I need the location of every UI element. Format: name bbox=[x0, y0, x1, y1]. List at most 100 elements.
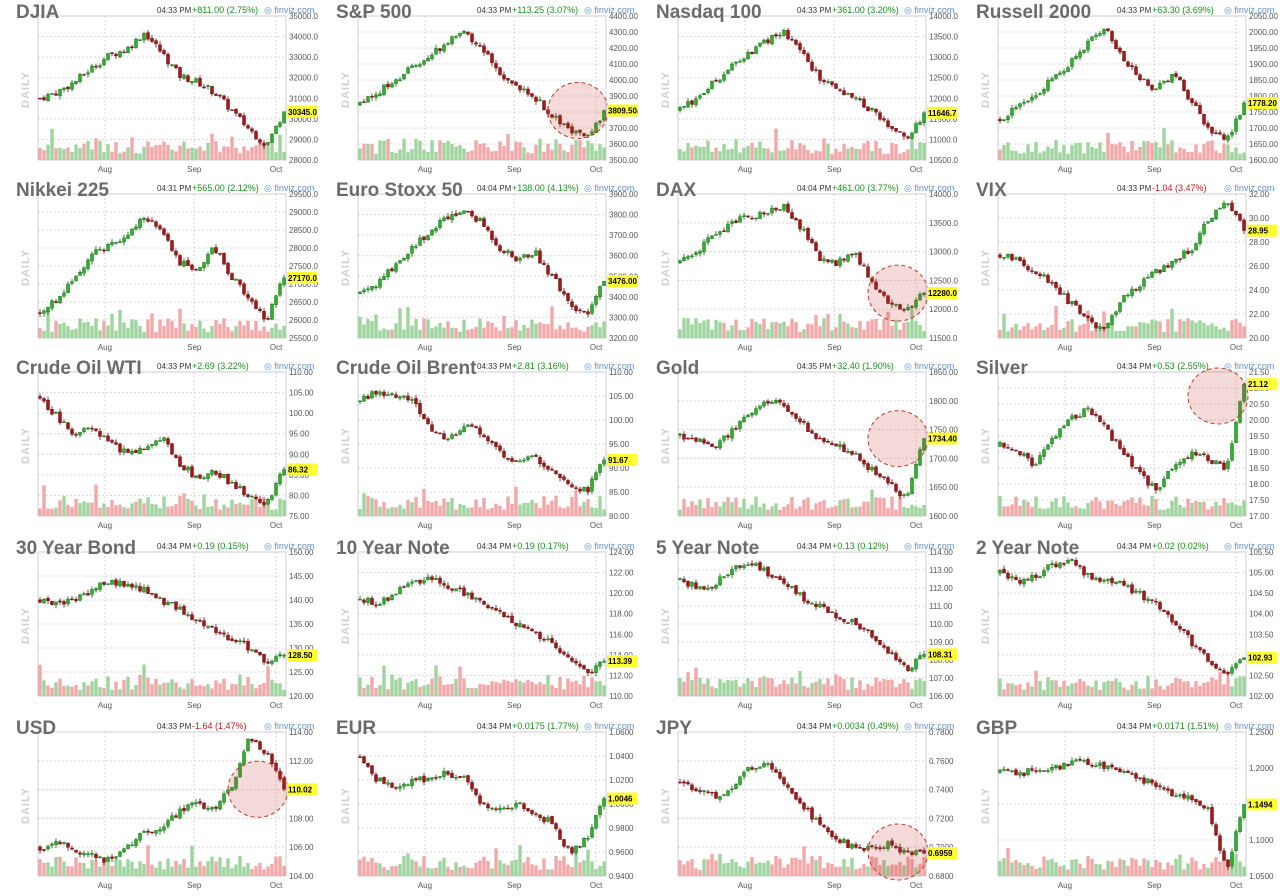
volume-bar bbox=[282, 499, 286, 516]
brand-link[interactable]: ◎ finviz.com bbox=[584, 183, 635, 193]
volume-bar bbox=[806, 149, 810, 160]
volume-bar bbox=[1202, 143, 1206, 160]
chart-panel[interactable]: 1.0600 1.0400 1.0200 1.0000 0.9800 0.9600 0.94… bbox=[320, 716, 638, 894]
brand-link[interactable]: ◎ finviz.com bbox=[584, 5, 635, 15]
volume-bar bbox=[386, 689, 390, 696]
chart-panel[interactable]: 2050.00 2000.00 1950.00 1900.00 1850.00 1800.… bbox=[960, 0, 1278, 178]
candle-body bbox=[254, 496, 258, 500]
candle-body bbox=[806, 228, 810, 240]
volume-bar bbox=[678, 148, 682, 160]
chart-panel[interactable]: 110.00105.00100.0095.0090.0085.0080.0075… bbox=[0, 356, 318, 534]
candle-body bbox=[698, 586, 702, 589]
candle-body bbox=[358, 102, 362, 106]
volume-bar bbox=[586, 140, 590, 160]
candle-body bbox=[690, 437, 694, 440]
candle-body bbox=[226, 263, 230, 274]
price-change: +0.53 (2.55%) bbox=[1152, 361, 1209, 371]
chart-panel[interactable]: 3900.003800.003700.003600.003500.003400.… bbox=[320, 178, 638, 356]
brand-link[interactable]: ◎ finviz.com bbox=[904, 183, 955, 193]
volume-bar bbox=[210, 133, 214, 160]
chart-panel[interactable]: 32.00 30.00 28.00 26.00 24.00 22.00 20.00 Aug Se… bbox=[960, 178, 1278, 356]
candle-body bbox=[1214, 664, 1218, 669]
candle-body bbox=[786, 584, 790, 587]
volume-bar bbox=[1146, 860, 1150, 876]
volume-bar bbox=[1190, 502, 1194, 516]
volume-bar bbox=[914, 679, 918, 696]
chart-panel[interactable]: 35000.0 34000.0 33000.0 32000.0 31000.0 30000… bbox=[0, 0, 318, 178]
volume-bar bbox=[770, 864, 774, 876]
volume-bar bbox=[94, 678, 98, 696]
candle-body bbox=[1206, 455, 1210, 461]
volume-bar bbox=[1042, 508, 1046, 516]
candle-body bbox=[1190, 634, 1194, 647]
chart-panel[interactable]: 21.5021.0020.5020.0019.5019.0018.5018.00… bbox=[960, 356, 1278, 534]
volume-bar bbox=[1074, 506, 1078, 516]
volume-bar bbox=[418, 687, 422, 696]
brand-link[interactable]: ◎ finviz.com bbox=[904, 5, 955, 15]
brand-link[interactable]: ◎ finviz.com bbox=[264, 183, 315, 193]
volume-bar bbox=[166, 682, 170, 696]
brand-link[interactable]: ◎ finviz.com bbox=[1224, 361, 1275, 371]
volume-bar bbox=[1002, 313, 1006, 338]
chart-panel[interactable]: 0.78000.76000.74000.72000.70000.6800AugS… bbox=[640, 716, 958, 894]
chart-panel[interactable]: 114.00112.00110.00108.00106.00104.00AugS… bbox=[0, 716, 318, 894]
volume-bar bbox=[518, 142, 522, 160]
candle-body bbox=[1038, 273, 1042, 277]
chart-panel[interactable]: 150.00 145.00 140.00 135.00 130.00 125.00 120.… bbox=[0, 536, 318, 714]
brand-link[interactable]: ◎ finviz.com bbox=[904, 361, 955, 371]
candle-body bbox=[1186, 250, 1190, 254]
brand-link[interactable]: ◎ finviz.com bbox=[1224, 183, 1275, 193]
candle-body bbox=[506, 78, 510, 81]
volume-bar bbox=[74, 685, 78, 696]
candle-body bbox=[378, 391, 382, 395]
chart-title: Nikkei 225 bbox=[16, 180, 109, 201]
volume-bar bbox=[1154, 141, 1158, 160]
candle-body bbox=[998, 569, 1002, 574]
candle-body bbox=[1162, 80, 1166, 83]
chart-panel[interactable]: 14000.0 13500.0 13000.0 12500.0 12000.0 11500… bbox=[640, 178, 958, 356]
candle-body bbox=[1070, 301, 1074, 305]
candle-body bbox=[366, 96, 370, 103]
chart-panel[interactable]: 124.00122.00120.00118.00116.00114.00112.… bbox=[320, 536, 638, 714]
volume-bar bbox=[1150, 319, 1154, 338]
candle-body bbox=[1186, 630, 1190, 635]
chart-panel[interactable]: 105.50105.00104.50104.00103.50103.00102.… bbox=[960, 536, 1278, 714]
brand-link[interactable]: ◎ finviz.com bbox=[1224, 5, 1275, 15]
chart-panel[interactable]: 1.25001.20001.15001.10001.0500AugSepOct1… bbox=[960, 716, 1278, 894]
chart-panel[interactable]: 29500.0 29000.0 28500.0 28000.0 27500.0 27000… bbox=[0, 178, 318, 356]
brand-link[interactable]: ◎ finviz.com bbox=[264, 721, 315, 731]
brand-link[interactable]: ◎ finviz.com bbox=[264, 5, 315, 15]
chart-panel[interactable]: 114.00 113.00 112.00 111.00 110.00 109.00 108.… bbox=[640, 536, 958, 714]
volume-bar bbox=[1090, 146, 1094, 160]
brand-link[interactable]: ◎ finviz.com bbox=[904, 721, 955, 731]
volume-bar bbox=[1118, 682, 1122, 696]
volume-bar bbox=[438, 861, 442, 876]
chart-panel[interactable]: 110.00 105.00 100.00 95.00 90.00 85.00 80.00 Au… bbox=[320, 356, 638, 534]
brand-link[interactable]: ◎ finviz.com bbox=[584, 361, 635, 371]
brand-link[interactable]: ◎ finviz.com bbox=[584, 541, 635, 551]
candle-body bbox=[882, 291, 886, 296]
candle-body bbox=[834, 612, 838, 619]
volume-bar bbox=[1030, 151, 1034, 160]
y-tick-label: 114.00 bbox=[289, 728, 313, 737]
volume-bar bbox=[894, 144, 898, 160]
brand-link[interactable]: ◎ finviz.com bbox=[584, 721, 635, 731]
chart-panel[interactable]: 14000.0 13500.0 13000.0 12500.0 12000.0 11500… bbox=[640, 0, 958, 178]
volume-bar bbox=[1210, 506, 1214, 516]
brand-link[interactable]: ◎ finviz.com bbox=[904, 541, 955, 551]
chart-panel[interactable]: 4400.00 4300.00 4200.00 4100.00 4000.00 3900.… bbox=[320, 0, 638, 178]
brand-link[interactable]: ◎ finviz.com bbox=[1224, 541, 1275, 551]
candle-body bbox=[410, 778, 414, 786]
plot-frame bbox=[677, 193, 927, 339]
chart-panel[interactable]: 1850.00 1800.00 1750.00 1700.00 1650.00 1600.… bbox=[640, 356, 958, 534]
candle-body bbox=[42, 598, 46, 604]
last-price-tag bbox=[287, 463, 317, 476]
brand-link[interactable]: ◎ finviz.com bbox=[264, 361, 315, 371]
candle-body bbox=[1054, 563, 1058, 567]
y-tick-label: 100.00 bbox=[289, 409, 314, 418]
volume-bar bbox=[1198, 320, 1202, 338]
volume-bar bbox=[678, 677, 682, 696]
brand-link[interactable]: ◎ finviz.com bbox=[264, 541, 315, 551]
brand-link[interactable]: ◎ finviz.com bbox=[1224, 721, 1275, 731]
candle-body bbox=[154, 221, 158, 227]
